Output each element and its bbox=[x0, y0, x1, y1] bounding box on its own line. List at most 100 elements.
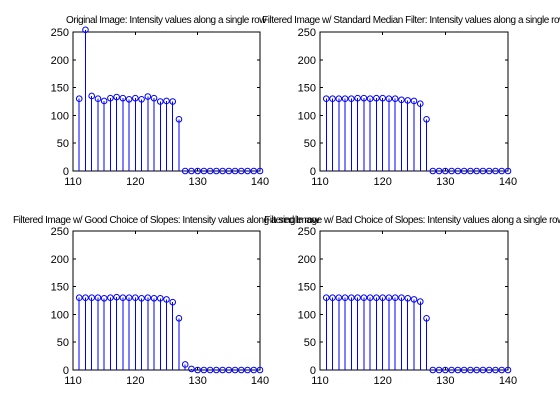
subplot-4-stem-marker bbox=[348, 294, 355, 302]
subplot-4-stem-marker bbox=[391, 294, 399, 302]
subplot-4-ytick-label: 200 bbox=[298, 254, 316, 266]
subplot-2-stem-marker bbox=[492, 167, 499, 175]
subplot-1-stem-marker bbox=[244, 167, 251, 175]
subplot-4-stem-marker bbox=[404, 294, 412, 302]
subplot-3-stem-marker bbox=[75, 294, 83, 302]
subplot-3-stem-marker bbox=[219, 366, 226, 374]
subplot-2-stem-marker bbox=[391, 95, 399, 103]
subplot-2-stem-marker bbox=[454, 167, 462, 175]
subplot-1-stem-marker bbox=[163, 97, 170, 105]
subplot-1-stem-marker bbox=[169, 98, 177, 105]
subplot-2-stem-marker bbox=[435, 167, 443, 175]
subplot-2-stem-marker bbox=[335, 95, 343, 103]
subplot-1-xtick-label: 140 bbox=[251, 176, 269, 188]
subplot-4-ytick-label: 250 bbox=[298, 226, 316, 238]
subplot-2-xtick-label: 120 bbox=[373, 176, 391, 188]
subplot-4-stem-marker bbox=[379, 294, 386, 302]
subplot-2-stem-marker bbox=[322, 95, 330, 103]
subplot-1-stem-marker bbox=[206, 167, 214, 175]
subplot-3-stem-marker bbox=[94, 294, 102, 302]
subplot-2-stem-marker bbox=[354, 94, 361, 102]
subplot-3-stem-marker bbox=[188, 365, 195, 373]
subplot-4-stem-marker bbox=[429, 366, 437, 374]
subplot-2-stem-marker bbox=[379, 94, 386, 102]
subplot-3-stem-marker bbox=[138, 294, 145, 302]
subplot-1-stem-marker bbox=[144, 93, 152, 100]
subplot-3-stem-marker bbox=[181, 361, 189, 368]
subplot-2-stem-marker bbox=[473, 167, 480, 175]
subplot-4-stem-marker bbox=[454, 366, 462, 374]
subplot-3-stem-marker bbox=[107, 294, 114, 302]
subplot-4-stem-marker bbox=[442, 366, 449, 374]
subplot-3-ytick-label: 250 bbox=[51, 226, 69, 238]
subplot-2-ytick-label: 150 bbox=[298, 83, 316, 95]
subplot-3-stem-marker bbox=[119, 294, 127, 302]
subplot-4-stem-marker bbox=[473, 366, 480, 374]
subplot-4-stem-marker bbox=[354, 294, 361, 302]
subplot-4-stem-marker bbox=[504, 366, 512, 374]
subplot-3-stem-marker bbox=[113, 293, 120, 301]
subplot-4-stem-marker bbox=[435, 366, 443, 374]
subplot-2-stem-marker bbox=[373, 94, 380, 102]
subplot-4-stem-marker bbox=[341, 294, 349, 302]
subplot-2-stem-marker bbox=[460, 167, 468, 175]
subplot-3-stem-marker bbox=[194, 366, 201, 374]
subplot-3-stem-marker bbox=[150, 294, 158, 302]
subplot-1-xtick-label: 110 bbox=[64, 176, 82, 188]
subplot-2-stem-marker bbox=[448, 167, 455, 175]
subplot-1-stem-marker bbox=[188, 167, 195, 175]
subplot-1-stem-marker bbox=[132, 94, 139, 102]
subplot-3-stem-marker bbox=[213, 366, 220, 374]
subplot-4-stem-marker bbox=[498, 366, 506, 374]
subplot-2-xtick-label: 130 bbox=[436, 176, 454, 188]
subplot-1-ytick-label: 200 bbox=[51, 55, 69, 67]
subplot-2-ytick-label: 200 bbox=[298, 55, 316, 67]
subplot-2-xtick-label: 110 bbox=[311, 176, 329, 188]
subplot-2-ytick-label: 100 bbox=[298, 110, 316, 122]
subplot-4-stem-marker bbox=[410, 296, 418, 303]
subplot-2-stem-marker bbox=[410, 97, 418, 105]
subplot-3-ytick-label: 150 bbox=[51, 282, 69, 294]
subplot-4: Filtered Image w/ Bad Choice of Slopes: … bbox=[264, 215, 560, 387]
subplot-4-stem-marker bbox=[479, 366, 487, 374]
subplot-3-stem-marker bbox=[200, 366, 208, 374]
subplot-2-stem-marker bbox=[467, 167, 474, 175]
subplot-2-stem-marker bbox=[442, 167, 449, 175]
subplot-2-stem-marker bbox=[485, 167, 493, 175]
subplot-2-stem-marker bbox=[498, 167, 506, 175]
subplot-4-stem-marker bbox=[448, 366, 455, 374]
subplot-3-stem-marker bbox=[125, 294, 133, 302]
subplot-1-stem-marker bbox=[150, 94, 158, 102]
subplot-4-xtick-label: 140 bbox=[499, 375, 517, 387]
subplot-2-ytick-label: 250 bbox=[298, 27, 316, 39]
subplot-1-stem-marker bbox=[250, 167, 258, 175]
subplot-3-ytick-label: 0 bbox=[63, 365, 69, 377]
subplot-1-stem-marker bbox=[88, 92, 95, 100]
subplot-1-stem-marker bbox=[238, 167, 245, 175]
subplot-2-title: Filtered Image w/ Standard Median Filter… bbox=[262, 15, 560, 26]
subplot-1-xtick-label: 130 bbox=[188, 176, 206, 188]
subplot-4-marks: 0 50 100 150 200 250 110 120 130 140 bbox=[298, 226, 518, 387]
subplot-4-stem-marker bbox=[329, 294, 336, 302]
subplot-3-stem-marker bbox=[169, 298, 177, 306]
subplot-4-xtick-label: 120 bbox=[373, 375, 391, 387]
subplot-1-marks: 0 50 100 150 200 250 110 120 130 140 bbox=[51, 26, 269, 188]
subplot-1-stem-marker bbox=[94, 95, 102, 103]
subplot-3-xtick-label: 140 bbox=[251, 375, 269, 387]
subplot-4-stem-marker bbox=[467, 366, 474, 374]
subplot-1-stem-marker bbox=[181, 167, 189, 175]
subplot-1-ytick-label: 250 bbox=[51, 27, 69, 39]
subplot-1-stem-marker bbox=[75, 95, 83, 103]
subplot-1-stem-marker bbox=[194, 167, 201, 175]
subplot-3-stem-marker bbox=[175, 314, 183, 322]
subplot-2-stem-marker bbox=[398, 96, 405, 104]
subplot-2-stem-marker bbox=[423, 115, 430, 123]
subplot-2-marks: 0 50 100 150 200 250 110 120 130 140 bbox=[298, 27, 518, 188]
subplot-4-ytick-label: 100 bbox=[298, 309, 316, 321]
subplot-3-stem-marker bbox=[238, 366, 245, 374]
subplot-2-stem-marker bbox=[404, 97, 412, 104]
subplot-4-stem-marker bbox=[416, 298, 424, 305]
subplot-4-stem-marker bbox=[366, 294, 374, 302]
